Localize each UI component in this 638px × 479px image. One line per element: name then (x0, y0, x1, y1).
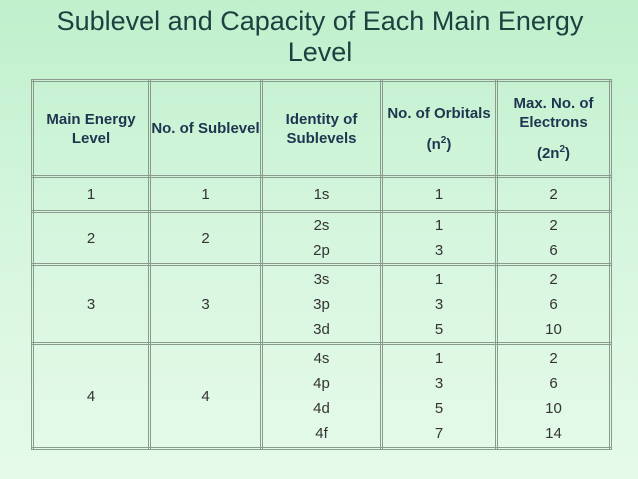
cell-line: 1 (434, 185, 444, 203)
cell: 2 6 10 14 (495, 342, 612, 450)
header-text: Max. No. of Electrons (513, 95, 594, 131)
cell: 3 (148, 263, 263, 345)
cell-line: 4p (313, 375, 330, 392)
slide-title: Sublevel and Capacity of Each Main Energ… (56, 6, 584, 67)
cell-line: 1 (434, 217, 444, 234)
cell-line: 3d (313, 320, 330, 338)
cell-line: 3 (434, 242, 444, 259)
cell: 2 (495, 175, 612, 213)
header-formula: (n2) (383, 131, 495, 154)
cell: 4s 4p 4d 4f (260, 342, 383, 450)
table-row: 3 3 3s 3p 3d 1 3 5 2 6 10 (31, 263, 612, 345)
cell-line: 2 (549, 350, 558, 367)
formula-sup: 2 (440, 134, 447, 146)
cell: 4 (148, 342, 263, 450)
cell-line: 3 (434, 295, 444, 313)
cell-line: 3s (313, 270, 330, 288)
header-cell: No. of Sublevel (148, 79, 263, 178)
cell: 1 3 5 7 (380, 342, 498, 450)
cell-line: 4d (313, 400, 330, 417)
cell: 1 (148, 175, 263, 213)
header-text: No. of Sublevel (151, 120, 260, 137)
cell-line: 2s (313, 217, 330, 234)
header-cell: No. of Orbitals (n2) (380, 79, 498, 178)
cell: 2s 2p (260, 210, 383, 266)
cell: 1 (31, 175, 151, 213)
cell-line: 5 (434, 320, 444, 338)
cell: 1 3 5 (380, 263, 498, 345)
cell-line: 5 (434, 400, 444, 417)
cell: 3s 3p 3d (260, 263, 383, 345)
table-row: 1 1 1s 1 2 (31, 175, 612, 213)
header-text: Main Energy Level (46, 110, 136, 147)
cell-line: 10 (545, 320, 562, 338)
formula-end: ) (565, 145, 571, 162)
cell-line: 3 (434, 375, 444, 392)
table-row: 4 4 4s 4p 4d 4f 1 3 5 7 2 6 10 14 (31, 342, 612, 450)
cell: 1 (380, 175, 498, 213)
cell-line: 6 (549, 375, 558, 392)
cell-line: 4s (313, 350, 330, 367)
cell: 1s (260, 175, 383, 213)
cell-line: 1 (434, 350, 444, 367)
cell: 2 (31, 210, 151, 266)
cell-line: 2 (549, 185, 558, 203)
cell: 4 (31, 342, 151, 450)
cell-line: 2 (549, 270, 558, 288)
cell-line: 2p (313, 242, 330, 259)
header-text: No. of Orbitals (387, 104, 491, 122)
header-formula: (2n2) (498, 140, 609, 163)
formula-end: ) (446, 135, 452, 153)
formula-base: (n (426, 135, 441, 153)
table-row: 2 2 2s 2p 1 3 2 6 (31, 210, 612, 266)
header-text: Identity of Sublevels (285, 110, 358, 147)
cell-line: 3p (313, 295, 330, 313)
header-cell: Main Energy Level (31, 79, 151, 178)
cell-line: 7 (434, 425, 444, 442)
cell-line: 14 (545, 425, 562, 442)
cell-line: 6 (549, 295, 558, 313)
cell: 2 6 10 (495, 263, 612, 345)
cell: 3 (31, 263, 151, 345)
cell: 2 (148, 210, 263, 266)
formula-sup: 2 (559, 144, 566, 155)
header-cell: Max. No. of Electrons (2n2) (495, 79, 612, 178)
formula-base: (2n (536, 145, 560, 162)
cell-line: 6 (549, 242, 558, 259)
cell-line: 1 (434, 270, 444, 288)
header-cell: Identity of Sublevels (260, 79, 383, 178)
cell-line: 2 (549, 217, 558, 234)
cell-line: 10 (545, 400, 562, 417)
cell-line: 4f (315, 425, 328, 442)
cell-line: 1s (313, 185, 330, 203)
header-row: Main Energy Level No. of Sublevel Identity… (31, 79, 612, 178)
table: Main Energy Level No. of Sublevel Identity… (31, 79, 612, 450)
